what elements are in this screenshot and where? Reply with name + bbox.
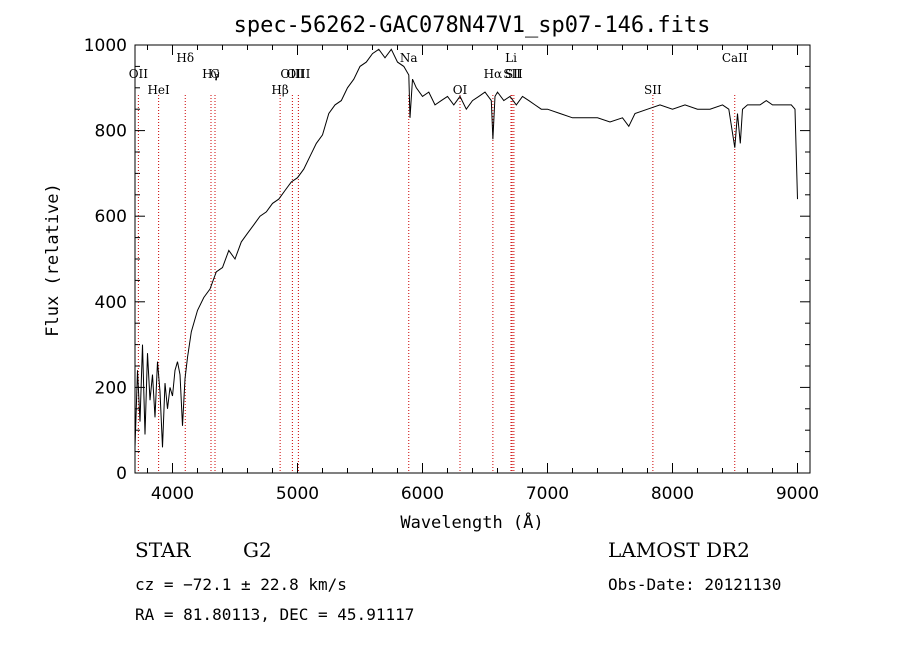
chart-title: spec-56262-GAC078N47V1_sp07-146.fits bbox=[234, 13, 711, 38]
marker-label: OI bbox=[453, 83, 468, 97]
marker-label: CaII bbox=[722, 51, 748, 65]
obs-date-text: Obs-Date: 20121130 bbox=[608, 575, 781, 594]
redshift-text: cz = −72.1 ± 22.8 km/s bbox=[135, 575, 347, 594]
y-axis-label: Flux (relative) bbox=[43, 183, 63, 337]
y-tick-label: 800 bbox=[95, 122, 127, 142]
marker-label: G bbox=[210, 67, 220, 81]
marker-label: Li bbox=[505, 51, 517, 65]
x-tick-label: 4000 bbox=[151, 484, 194, 504]
marker-label: SII bbox=[503, 67, 521, 81]
marker-label: SII bbox=[644, 83, 662, 97]
marker-label: OII bbox=[129, 67, 149, 81]
marker-label: Hα bbox=[484, 67, 503, 81]
y-tick-label: 0 bbox=[116, 464, 127, 484]
x-axis: 4000 5000 6000 7000 8000 9000 bbox=[147, 45, 819, 504]
x-tick-label: 8000 bbox=[651, 484, 694, 504]
marker-label: OIII bbox=[280, 67, 304, 81]
marker-label: Hδ bbox=[176, 51, 194, 65]
y-axis: 0 200 400 600 800 1000 bbox=[84, 36, 810, 484]
marker-label: Hγ bbox=[202, 67, 220, 81]
object-subclass: G2 bbox=[243, 538, 272, 562]
y-tick-label: 200 bbox=[95, 378, 127, 398]
marker-label: Na bbox=[400, 51, 418, 65]
spectral-line-markers: OIIHeIHδHγGHβOIIIOIIINaOIHαLiSIISIISIICa… bbox=[129, 51, 748, 473]
spectrum-series-line bbox=[134, 48, 798, 448]
coordinates-text: RA = 81.80113, DEC = 45.91117 bbox=[135, 605, 414, 624]
marker-label: Hβ bbox=[271, 83, 288, 97]
x-tick-label: 6000 bbox=[401, 484, 444, 504]
y-tick-label: 1000 bbox=[84, 36, 127, 56]
y-tick-label: 600 bbox=[95, 207, 127, 227]
y-tick-label: 400 bbox=[95, 293, 127, 313]
marker-label: SII bbox=[505, 67, 523, 81]
x-tick-label: 5000 bbox=[276, 484, 319, 504]
object-class: STAR bbox=[135, 538, 191, 562]
x-tick-label: 9000 bbox=[776, 484, 819, 504]
survey-name: LAMOST DR2 bbox=[608, 538, 750, 562]
x-tick-label: 7000 bbox=[526, 484, 569, 504]
marker-label: OIII bbox=[286, 67, 310, 81]
x-axis-label: Wavelength (Å) bbox=[400, 511, 543, 533]
marker-label: HeI bbox=[147, 83, 170, 97]
